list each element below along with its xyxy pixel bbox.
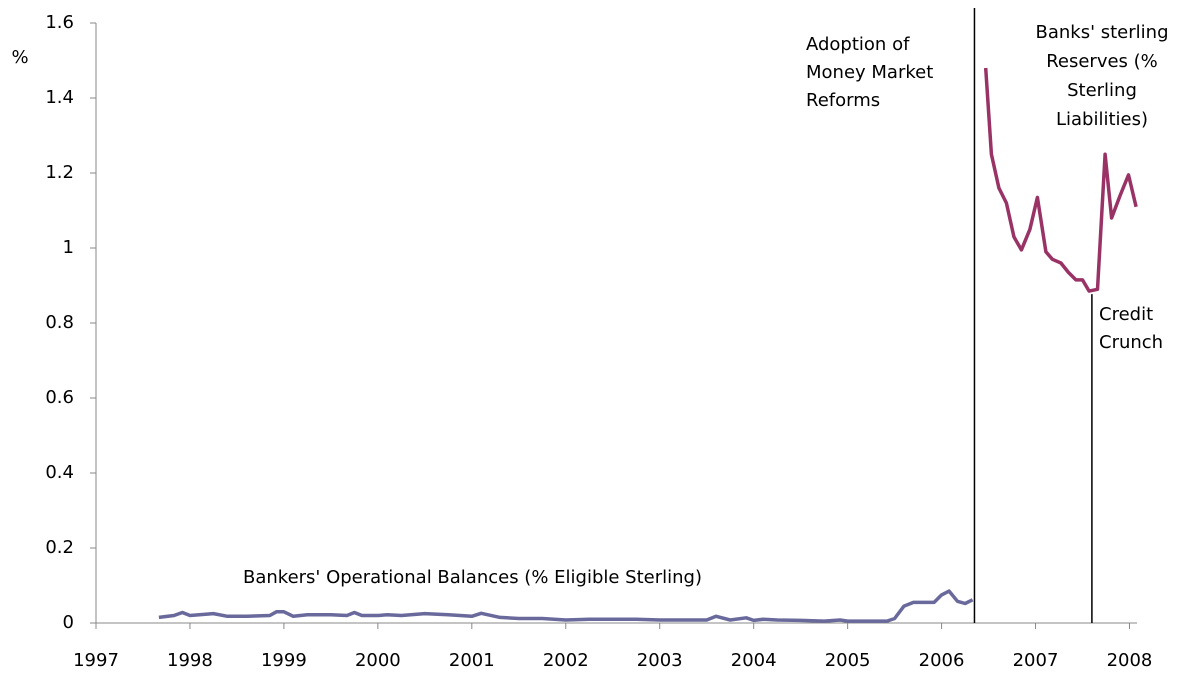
x-tick-label: 2002 xyxy=(543,650,589,671)
x-tick-label: 2006 xyxy=(919,650,965,671)
y-tick-label: 0 xyxy=(63,612,74,633)
series-line xyxy=(158,589,974,623)
x-tick-label: 1999 xyxy=(261,650,307,671)
x-tick-label: 1997 xyxy=(73,650,119,671)
series-label: Banks' sterling Reserves (% Sterling Lia… xyxy=(1035,22,1169,130)
x-tick-label: 2003 xyxy=(637,650,683,671)
y-axis-label: % xyxy=(11,47,28,68)
x-tick-label: 2001 xyxy=(449,650,495,671)
x-tick-label: 2005 xyxy=(825,650,871,671)
y-tick-label: 0.8 xyxy=(45,312,74,333)
y-tick-label: 0.4 xyxy=(45,462,74,483)
x-tick-label: 2007 xyxy=(1013,650,1059,671)
y-tick-label: 1.6 xyxy=(45,12,74,33)
y-tick-label: 0.2 xyxy=(45,537,74,558)
x-tick-label: 2008 xyxy=(1107,650,1153,671)
y-tick-label: 1.4 xyxy=(45,87,74,108)
x-tick-label: 2000 xyxy=(355,650,401,671)
y-tick-label: 1 xyxy=(63,237,74,258)
series-line xyxy=(983,67,1138,293)
x-tick-label: 2004 xyxy=(731,650,777,671)
y-tick-label: 0.6 xyxy=(45,387,74,408)
event-label: Credit Crunch xyxy=(1099,304,1164,353)
series-label: Bankers' Operational Balances (% Eligibl… xyxy=(243,567,702,588)
y-tick-label: 1.2 xyxy=(45,162,74,183)
x-tick-label: 1998 xyxy=(167,650,213,671)
event-label: Adoption of Money Market Reforms xyxy=(806,34,934,111)
